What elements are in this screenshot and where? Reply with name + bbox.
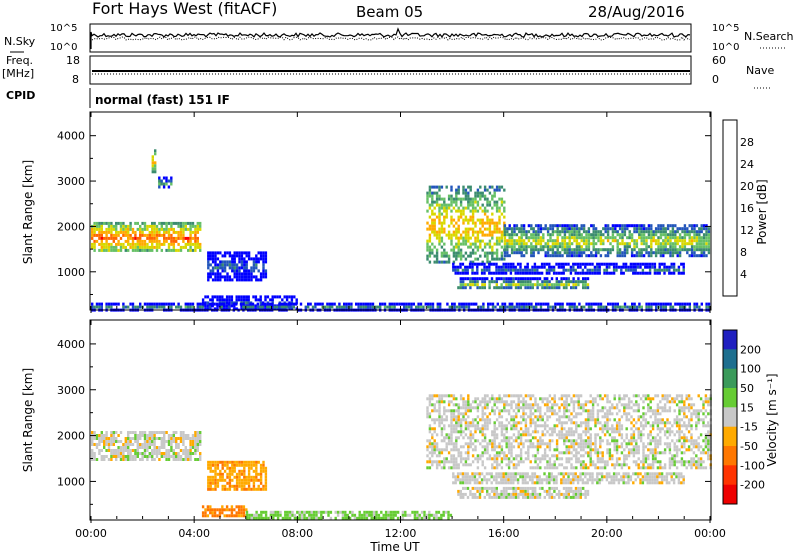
power-echo-region-6	[426, 185, 506, 264]
velocity-yaxis: 4000 3000 2000 1000	[57, 338, 711, 505]
velocity-echo-region-0	[91, 431, 202, 461]
noise-left-tick-bottom: 10^0	[50, 42, 77, 53]
xtick-label: 00:00	[694, 527, 726, 540]
xtick-label: 00:00	[75, 527, 107, 540]
cpid-label: CPID	[6, 89, 35, 102]
velocity-echo-region-3	[245, 510, 453, 520]
velocity-colorbar: 200 100 50 15 -15 -50 -100 -200	[722, 329, 765, 505]
xtick-label: 16:00	[488, 527, 520, 540]
power-colorbar-label: Power [dB]	[755, 179, 769, 244]
power-colorbar-tick: 16	[740, 202, 754, 215]
velocity-colorbar-swatch	[723, 426, 737, 447]
noise-panel-frame	[89, 23, 692, 53]
power-yaxis: 4000 3000 2000 1000	[57, 130, 711, 295]
power-echo-region-1	[158, 176, 173, 189]
nave-right-tick-top: 60	[712, 54, 726, 67]
ytick-label: 3000	[57, 175, 85, 188]
freq-left-tick-bottom: 8	[72, 73, 79, 86]
velocity-echo-region-1	[207, 460, 268, 491]
time-axis: 00:00 04:00 08:00 12:00 16:00 20:00 00:00	[75, 112, 726, 540]
nave-right-tick-bottom: 0	[712, 73, 719, 86]
velocity-colorbar-swatch	[723, 388, 737, 408]
velocity-echo-region-5	[457, 486, 590, 499]
power-colorbar-tick: 20	[740, 180, 754, 193]
xtick-label: 12:00	[385, 527, 417, 540]
power-echo-region-2	[151, 149, 157, 174]
noise-right-tick-bottom: 10^0	[712, 42, 739, 53]
noise-left-tick-top: 10^5	[50, 23, 77, 34]
power-heatmap	[91, 149, 711, 312]
freq-panel-frame	[89, 55, 692, 85]
velocity-colorbar-swatch	[723, 349, 737, 370]
ytick-label: 4000	[57, 338, 85, 351]
velocity-colorbar-label: Velocity [m s⁻¹]	[765, 373, 779, 466]
velocity-colorbar-tick: -200	[740, 479, 765, 492]
power-ylabel: Slant Range [km]	[21, 160, 35, 264]
power-colorbar-frame	[722, 119, 738, 297]
ytick-label: 4000	[57, 130, 85, 143]
xtick-label: 20:00	[591, 527, 623, 540]
cpid-text: normal (fast) 151 IF	[95, 93, 230, 107]
velocity-colorbar-tick: 15	[740, 401, 754, 414]
velocity-colorbar-tick: 50	[740, 382, 754, 395]
station-title: Fort Hays West (fitACF)	[92, 0, 277, 18]
power-echo-region-9	[452, 262, 685, 275]
power-echo-region-0	[91, 221, 202, 252]
power-colorbar-tick: 28	[740, 136, 754, 149]
power-echo-region-3	[207, 251, 268, 282]
velocity-echo-region-4	[426, 394, 712, 470]
velocity-colorbar-tick: -15	[740, 421, 758, 434]
velocity-heatmap	[91, 394, 712, 520]
noise-left-label: N.Sky	[4, 35, 36, 48]
power-echo-region-8	[457, 277, 590, 290]
velocity-colorbar-swatch	[723, 368, 737, 389]
velocity-colorbar-tick: -100	[740, 459, 765, 472]
velocity-colorbar-swatch	[723, 446, 737, 466]
freq-unit-label: [MHz]	[2, 67, 34, 80]
velocity-panel-frame	[89, 319, 712, 521]
power-colorbar-tick: 8	[740, 246, 747, 259]
velocity-echo-region-6	[452, 472, 685, 485]
velocity-ylabel: Slant Range [km]	[21, 368, 35, 472]
power-colorbar-tick: 24	[740, 158, 754, 171]
power-colorbar: 28 24 20 16 12 8 4	[722, 119, 754, 297]
power-echo-region-7	[503, 224, 711, 258]
nave-label: Nave	[746, 64, 774, 77]
velocity-colorbar-frame	[722, 329, 738, 505]
noise-right-tick-top: 10^5	[712, 23, 739, 34]
velocity-colorbar-swatch	[723, 330, 737, 350]
freq-trace	[92, 70, 690, 75]
power-panel-frame	[89, 111, 712, 311]
xtick-label: 04:00	[178, 527, 210, 540]
ytick-label: 2000	[57, 430, 85, 443]
velocity-colorbar-tick: 100	[740, 363, 761, 376]
ytick-label: 2000	[57, 220, 85, 233]
velocity-colorbar-swatch	[723, 465, 737, 486]
freq-label: Freq.	[6, 54, 33, 67]
ytick-label: 3000	[57, 384, 85, 397]
velocity-colorbar-tick: -50	[740, 440, 758, 453]
velocity-colorbar-swatch	[723, 407, 737, 428]
date-label: 28/Aug/2016	[588, 3, 685, 21]
power-colorbar-tick: 12	[740, 224, 754, 237]
beam-label: Beam 05	[356, 3, 423, 21]
noise-search-trace	[91, 36, 691, 41]
xtick-label: 08:00	[281, 527, 313, 540]
xlabel: Time UT	[369, 540, 420, 554]
velocity-echo-region-2	[201, 505, 248, 518]
ytick-label: 1000	[57, 266, 85, 279]
velocity-colorbar-tick: 200	[740, 343, 761, 356]
noise-right-label: N.Search	[744, 30, 794, 43]
noise-trace	[90, 27, 691, 49]
velocity-colorbar-swatch	[723, 484, 737, 505]
noise-sky-trace	[90, 27, 691, 49]
ytick-label: 1000	[57, 475, 85, 488]
power-colorbar-tick: 4	[740, 268, 747, 281]
freq-left-tick-top: 18	[66, 54, 80, 67]
